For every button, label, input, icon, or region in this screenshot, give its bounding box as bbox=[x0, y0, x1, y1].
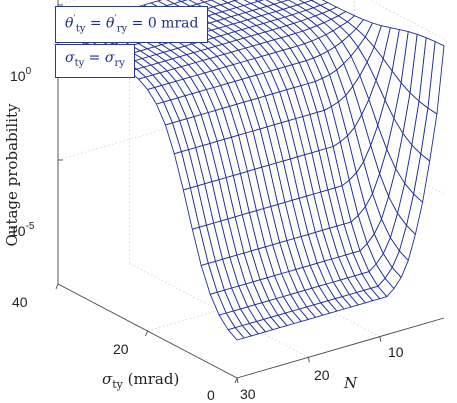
surface-cell bbox=[276, 0, 289, 3]
x-tick-label-40: 40 bbox=[12, 294, 28, 310]
z-tick-label-0: 100 bbox=[10, 66, 32, 84]
surface-cell bbox=[199, 0, 212, 3]
y-tick-label-20: 20 bbox=[314, 367, 330, 383]
x-tick-mark bbox=[55, 283, 59, 290]
x-axis-title: σty (mrad) bbox=[102, 370, 179, 391]
surface-cell bbox=[298, 0, 313, 4]
y-tick-label-30: 30 bbox=[240, 386, 256, 402]
y-tick-label-10: 10 bbox=[388, 344, 404, 360]
surface-cell bbox=[265, 0, 282, 5]
x-tick-mark bbox=[145, 330, 148, 337]
z-axis-title: Outage probability bbox=[3, 103, 21, 247]
x-tick-label-20: 20 bbox=[113, 341, 129, 357]
surface-cell bbox=[211, 0, 229, 6]
surface-cell bbox=[188, 0, 205, 5]
surface-cell bbox=[254, 0, 264, 2]
y-tick-mark bbox=[379, 336, 382, 342]
surface-mesh bbox=[57, 0, 445, 341]
y-axis-line bbox=[236, 317, 445, 379]
x-tick-mark bbox=[234, 377, 238, 384]
x-tick-label-0: 0 bbox=[207, 387, 215, 403]
surface-cell bbox=[166, 0, 182, 4]
surface-cell bbox=[243, 0, 259, 4]
surface-cell bbox=[221, 0, 236, 4]
y-tick-mark bbox=[236, 377, 239, 384]
legend-box-pointing-error: θ′ty = θ′ry = 0 mrad bbox=[55, 6, 209, 44]
y-tick-mark bbox=[307, 357, 310, 363]
y-axis-title: N bbox=[343, 374, 358, 392]
legend-box-sigma: σty = σry bbox=[55, 44, 135, 78]
surface-cell bbox=[177, 0, 188, 2]
surface-cell bbox=[287, 0, 305, 6]
surface-cell bbox=[232, 0, 239, 2]
